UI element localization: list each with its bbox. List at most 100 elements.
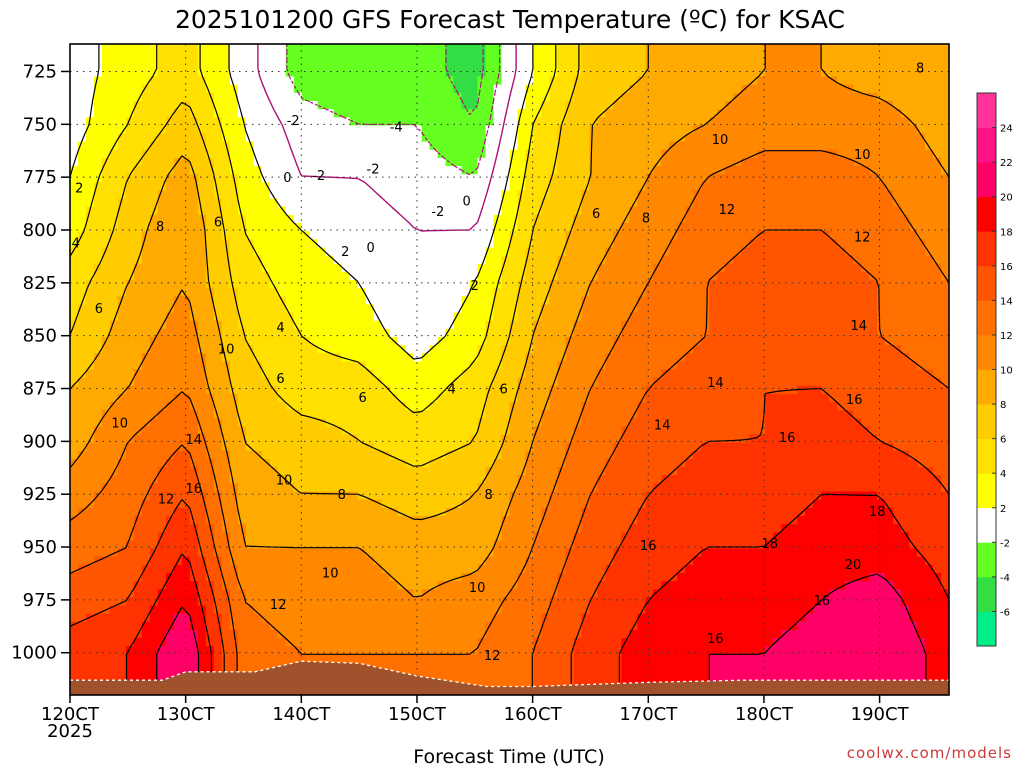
field-cell — [805, 263, 814, 273]
field-cell — [677, 393, 686, 403]
field-cell — [637, 385, 646, 395]
field-cell — [933, 76, 942, 86]
field-cell — [477, 44, 487, 53]
field-cell — [309, 76, 319, 86]
field-cell — [101, 393, 111, 403]
field-cell — [189, 312, 199, 322]
field-cell — [565, 377, 575, 387]
field-cell — [101, 369, 111, 379]
field-cell — [301, 393, 311, 403]
field-cell — [389, 44, 399, 53]
field-cell — [925, 92, 934, 102]
field-cell — [909, 133, 918, 143]
field-cell — [101, 231, 111, 240]
field-cell — [845, 288, 854, 297]
field-cell — [533, 141, 543, 151]
field-cell — [285, 166, 295, 175]
field-cell — [453, 402, 463, 411]
field-cell — [333, 402, 343, 411]
field-cell — [789, 312, 798, 322]
field-cell — [789, 377, 798, 387]
field-cell — [309, 60, 319, 70]
field-cell — [629, 206, 638, 216]
field-cell — [781, 52, 790, 61]
field-cell — [485, 353, 495, 362]
field-cell — [909, 288, 918, 297]
field-cell — [645, 190, 654, 200]
field-cell — [517, 271, 527, 281]
field-cell — [141, 133, 151, 143]
field-cell — [157, 174, 167, 183]
field-cell — [669, 157, 678, 167]
field-cell — [469, 52, 479, 61]
field-cell — [533, 84, 543, 94]
field-cell — [725, 328, 734, 338]
field-cell — [645, 345, 654, 354]
field-cell — [677, 52, 686, 61]
field-cell — [757, 157, 766, 167]
field-cell — [509, 157, 519, 167]
field-cell — [741, 198, 750, 208]
field-cell — [245, 206, 255, 216]
field-cell — [741, 263, 750, 273]
field-cell — [309, 68, 319, 78]
field-cell — [485, 68, 495, 78]
field-cell — [365, 279, 375, 289]
field-cell — [197, 410, 207, 419]
field-cell — [405, 304, 415, 314]
field-cell — [245, 393, 255, 403]
field-cell — [293, 60, 303, 70]
field-cell — [613, 385, 622, 395]
field-cell — [845, 345, 854, 354]
field-cell — [85, 255, 95, 265]
field-cell — [709, 76, 718, 86]
field-cell — [149, 214, 159, 224]
field-cell — [525, 109, 535, 118]
field-cell — [725, 353, 734, 362]
field-cell — [181, 361, 191, 371]
field-cell — [301, 288, 311, 297]
field-cell — [909, 279, 918, 289]
field-cell — [341, 247, 351, 257]
field-cell — [789, 92, 798, 102]
field-cell — [789, 206, 798, 216]
field-cell — [493, 223, 503, 232]
field-cell — [309, 353, 319, 362]
field-cell — [373, 157, 383, 167]
field-cell — [333, 377, 343, 387]
field-cell — [469, 288, 479, 297]
field-cell — [597, 402, 606, 411]
field-cell — [525, 166, 535, 175]
field-cell — [741, 328, 750, 338]
field-cell — [189, 44, 199, 53]
field-cell — [685, 174, 694, 183]
field-cell — [501, 336, 511, 346]
field-cell — [461, 304, 471, 314]
field-cell — [197, 320, 207, 330]
field-cell — [77, 182, 87, 192]
field-cell — [229, 320, 239, 330]
field-cell — [925, 44, 934, 53]
field-cell — [669, 369, 678, 379]
field-cell — [485, 255, 495, 265]
field-cell — [261, 377, 271, 387]
field-cell — [341, 377, 351, 387]
field-cell — [541, 369, 551, 379]
field-cell — [629, 117, 638, 126]
field-cell — [445, 402, 455, 411]
field-cell — [869, 125, 878, 135]
field-cell — [285, 149, 295, 159]
field-cell — [893, 141, 902, 151]
field-cell — [389, 361, 399, 371]
field-cell — [77, 393, 87, 403]
field-cell — [717, 44, 726, 53]
field-cell — [573, 393, 583, 403]
field-cell — [437, 402, 447, 411]
field-cell — [325, 182, 335, 192]
field-cell — [773, 288, 782, 297]
field-cell — [133, 369, 143, 379]
field-cell — [141, 312, 151, 322]
field-cell — [501, 271, 511, 281]
field-cell — [373, 385, 383, 395]
field-cell — [77, 288, 87, 297]
